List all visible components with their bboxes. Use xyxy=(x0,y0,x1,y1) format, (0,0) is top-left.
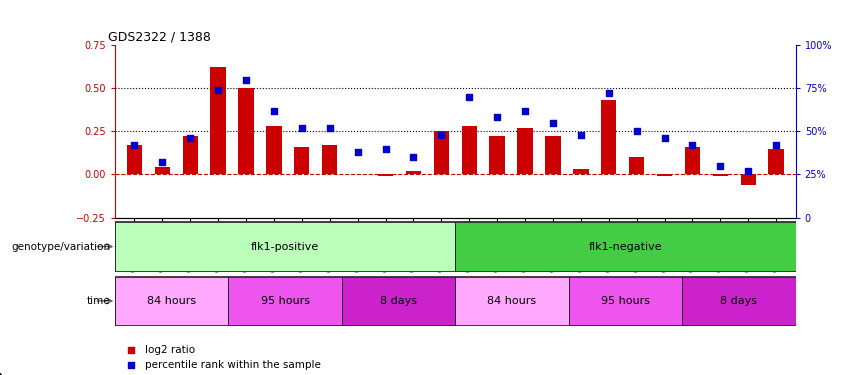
Text: flk1-negative: flk1-negative xyxy=(589,242,662,252)
Point xyxy=(546,120,560,126)
Bar xyxy=(434,131,449,174)
Bar xyxy=(378,174,393,176)
Bar xyxy=(768,148,784,174)
Bar xyxy=(406,171,421,174)
Bar xyxy=(210,68,226,174)
Point xyxy=(295,125,309,131)
Point xyxy=(351,149,364,155)
Bar xyxy=(517,128,533,174)
Point xyxy=(156,159,169,165)
Bar xyxy=(455,277,568,325)
Bar xyxy=(489,136,505,174)
Text: 8 days: 8 days xyxy=(380,296,417,306)
Bar xyxy=(266,126,282,174)
Bar xyxy=(455,222,796,271)
Bar xyxy=(712,174,728,176)
Point xyxy=(379,146,392,152)
Text: GDS2322 / 1388: GDS2322 / 1388 xyxy=(108,31,211,44)
Bar xyxy=(683,277,796,325)
Bar xyxy=(127,145,142,174)
Bar xyxy=(574,169,589,174)
Point xyxy=(239,76,253,82)
Bar xyxy=(115,277,228,325)
Bar xyxy=(228,277,342,325)
Text: time: time xyxy=(87,296,111,306)
Point xyxy=(128,142,141,148)
Point xyxy=(435,132,448,138)
Bar xyxy=(115,222,455,271)
Point xyxy=(211,87,225,93)
Bar xyxy=(155,168,170,174)
Text: flk1-positive: flk1-positive xyxy=(251,242,319,252)
Point xyxy=(630,128,643,134)
Text: genotype/variation: genotype/variation xyxy=(12,242,111,252)
Point xyxy=(323,125,336,131)
Bar xyxy=(568,277,683,325)
Legend: log2 ratio, percentile rank within the sample: log2 ratio, percentile rank within the s… xyxy=(120,345,321,370)
Bar xyxy=(629,157,644,174)
Bar xyxy=(685,147,700,174)
Text: 84 hours: 84 hours xyxy=(488,296,537,306)
Point xyxy=(713,163,727,169)
Text: 84 hours: 84 hours xyxy=(147,296,197,306)
Bar xyxy=(183,136,198,174)
Bar xyxy=(740,174,756,185)
Text: 8 days: 8 days xyxy=(721,296,757,306)
Bar xyxy=(238,88,254,174)
Point xyxy=(658,135,671,141)
Bar xyxy=(461,126,477,174)
Bar xyxy=(601,100,616,174)
Point xyxy=(574,132,588,138)
Point xyxy=(741,168,755,174)
Point xyxy=(184,135,197,141)
Point xyxy=(769,142,783,148)
Bar xyxy=(657,174,672,176)
Point xyxy=(407,154,420,160)
Point xyxy=(462,94,476,100)
Text: 95 hours: 95 hours xyxy=(601,296,650,306)
Point xyxy=(490,114,504,120)
Point xyxy=(602,90,615,96)
Bar xyxy=(322,145,337,174)
Bar xyxy=(294,147,310,174)
Point xyxy=(267,108,281,114)
Point xyxy=(686,142,700,148)
Bar xyxy=(545,136,561,174)
Point xyxy=(518,108,532,114)
Bar xyxy=(342,277,455,325)
Text: 95 hours: 95 hours xyxy=(260,296,310,306)
